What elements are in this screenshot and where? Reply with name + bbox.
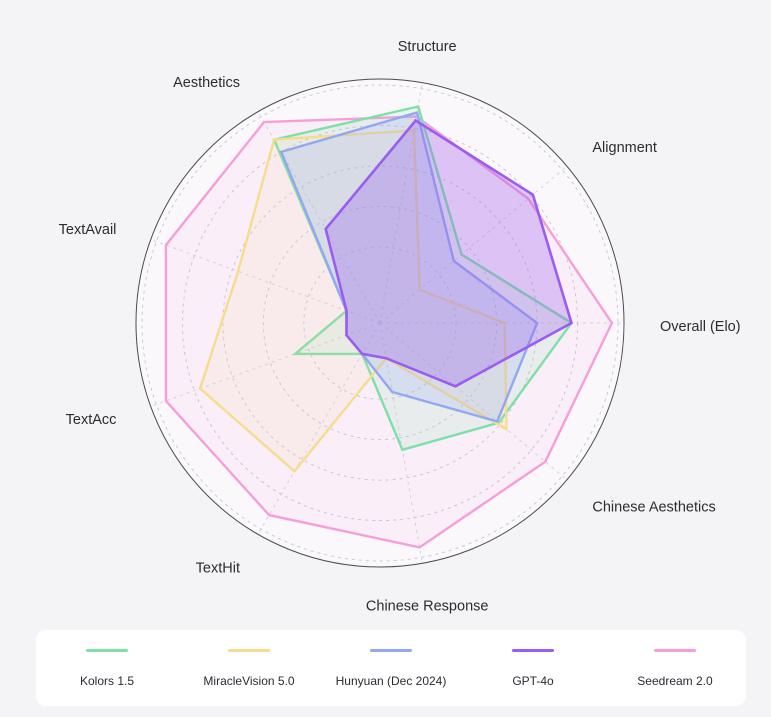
- legend-item-kolors[interactable]: Kolors 1.5: [42, 648, 172, 688]
- legend-swatch: [228, 648, 270, 652]
- legend-label: Hunyuan (Dec 2024): [335, 673, 447, 688]
- radar-grid-ring: [262, 205, 498, 441]
- radar-spoke: [150, 322, 381, 407]
- axis-label: Aesthetics: [173, 75, 240, 91]
- radar-axis-labels: Structure Alignment Overall (Elo) Chinese A…: [59, 39, 741, 615]
- legend-swatch: [86, 648, 128, 652]
- axis-label: Chinese Aesthetics: [592, 500, 715, 516]
- axis-label: TextAcc: [66, 412, 117, 428]
- radar-spoke: [379, 322, 568, 481]
- radar-spoke: [257, 322, 381, 535]
- legend-label: Seedream 2.0: [637, 673, 713, 688]
- axis-label: Overall (Elo): [660, 319, 741, 335]
- radar-series: [164, 105, 614, 549]
- legend-swatch: [654, 648, 696, 652]
- legend-swatch: [512, 648, 554, 652]
- radar-spoke: [379, 165, 568, 324]
- radar-series-hunyuan-dec-2024: [279, 110, 539, 423]
- legend-item-miraclevision[interactable]: MiracleVision 5.0: [184, 648, 314, 688]
- radar-series-seedream-2-0: [164, 115, 614, 549]
- radar-spoke: [379, 322, 423, 564]
- axis-label: Alignment: [592, 140, 656, 156]
- legend-label: Kolors 1.5: [79, 673, 135, 688]
- legend-swatch: [370, 648, 412, 652]
- legend-item-seedream[interactable]: Seedream 2.0: [610, 648, 740, 688]
- axis-label: TextHit: [196, 560, 240, 576]
- legend: Kolors 1.5 MiracleVision 5.0 Hunyuan (De…: [36, 630, 746, 706]
- legend-label: GPT-4o: [512, 673, 554, 688]
- radar-series-miraclevision-5-0: [198, 129, 508, 474]
- legend-item-hunyuan[interactable]: Hunyuan (Dec 2024): [326, 648, 456, 688]
- axis-label: Chinese Response: [366, 599, 489, 615]
- axis-label: Structure: [398, 39, 457, 55]
- legend-label: MiracleVision 5.0: [203, 673, 295, 688]
- legend-item-gpt4o[interactable]: GPT-4o: [468, 648, 598, 688]
- radar-chart: Structure Alignment Overall (Elo) Chinese A…: [59, 39, 741, 615]
- radar-spoke: [150, 239, 381, 324]
- axis-label: TextAvail: [59, 222, 117, 238]
- radar-series-gpt-4o: [324, 118, 574, 388]
